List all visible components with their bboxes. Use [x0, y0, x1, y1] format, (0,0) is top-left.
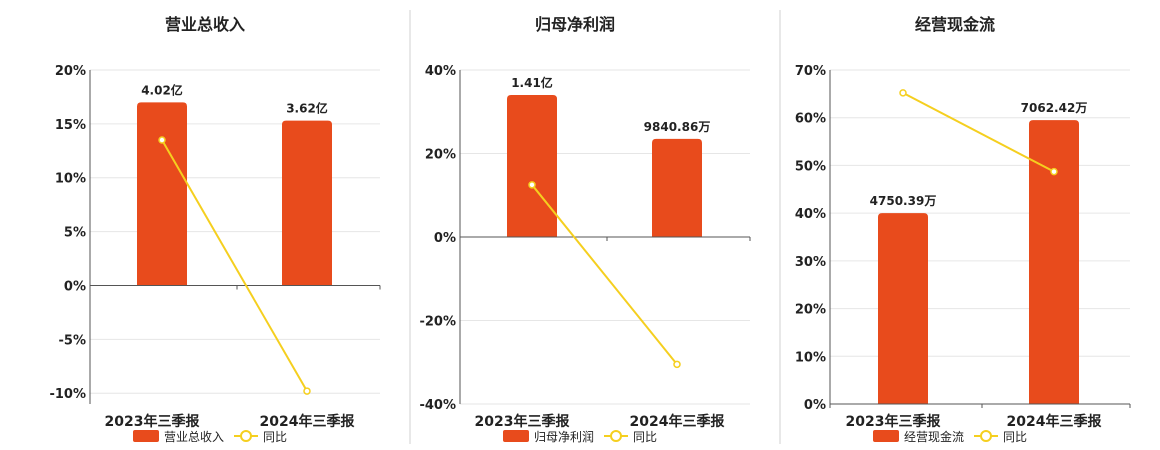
- chart-title: 营业总收入: [165, 15, 245, 34]
- legend-line-marker: [240, 430, 252, 442]
- legend-bar-label: 归母净利润: [534, 430, 594, 444]
- bar-value-label: 3.62亿: [286, 101, 328, 116]
- bar-1: [878, 213, 928, 404]
- legend-bar-swatch: [503, 430, 529, 442]
- legend-line-label: 同比: [1003, 430, 1027, 444]
- bar-2: [282, 120, 332, 286]
- legend-bar-label: 经营现金流: [904, 429, 964, 444]
- x-category-label: 2023年三季报: [475, 413, 570, 430]
- x-category-label: 2024年三季报: [260, 413, 355, 430]
- bar-value-label: 9840.86万: [644, 120, 711, 134]
- yoy-point-1: [528, 181, 536, 189]
- yoy-line: [161, 139, 308, 392]
- bar-value-label: 4750.39万: [870, 194, 937, 208]
- x-category-label: 2023年三季报: [105, 413, 200, 430]
- y-tick-label: 20%: [55, 64, 86, 79]
- bar-1: [507, 95, 557, 237]
- yoy-point-2: [673, 360, 681, 369]
- yoy-point-1: [158, 136, 166, 144]
- chart-title: 经营现金流: [915, 15, 995, 34]
- bar-value-label: 7062.42万: [1021, 101, 1088, 115]
- yoy-point-1: [899, 89, 907, 97]
- y-tick-label: 0%: [804, 398, 826, 413]
- legend-bar-swatch: [133, 430, 159, 442]
- chart-panel-3: 经营现金流 70% 60% 50% 40% 30% 20% 10% 0% 4750.39万 7062…: [795, 15, 1131, 444]
- y-tick-label: 10%: [55, 172, 86, 187]
- yoy-line: [531, 184, 678, 365]
- y-tick-label: 30%: [795, 255, 826, 270]
- yoy-point-2: [303, 387, 311, 395]
- bar-2: [652, 138, 702, 237]
- y-tick-label: 20%: [795, 303, 826, 318]
- chart-title: 归母净利润: [535, 15, 615, 34]
- y-tick-label: 60%: [795, 112, 826, 127]
- y-tick-label: 0%: [64, 279, 86, 294]
- y-tick-label: 10%: [795, 350, 826, 365]
- bar-value-label: 4.02亿: [141, 82, 183, 97]
- chart-panel-2: 归母净利润 40% 20% 0% -20% -40% 1.41亿 9840.86万 2023年三…: [419, 15, 751, 444]
- legend-line-marker: [610, 430, 622, 442]
- y-tick-label: 40%: [795, 207, 826, 222]
- legend-bar-swatch: [873, 430, 899, 442]
- y-tick-label: 20%: [425, 148, 456, 163]
- y-tick-label: 50%: [795, 159, 826, 174]
- y-tick-label: 40%: [425, 64, 456, 79]
- chart-panel-1: 营业总收入 20% 15% 10% 5% 0% -5% -10% 4.02亿 3.62亿 2023年…: [49, 15, 381, 444]
- y-tick-label: 15%: [55, 118, 86, 133]
- y-tick-label: 70%: [795, 64, 826, 79]
- yoy-line: [902, 92, 1055, 173]
- y-tick-label: 5%: [64, 226, 86, 241]
- yoy-point-2: [1050, 167, 1058, 176]
- legend-line-label: 同比: [633, 430, 657, 444]
- legend-line-marker: [980, 430, 992, 442]
- x-category-label: 2023年三季报: [846, 413, 941, 430]
- y-tick-label: -40%: [419, 398, 456, 413]
- legend-bar-label: 营业总收入: [164, 430, 224, 444]
- bar-1: [137, 102, 187, 286]
- x-category-label: 2024年三季报: [630, 413, 725, 430]
- y-tick-label: -10%: [49, 387, 86, 402]
- y-tick-label: 0%: [434, 231, 456, 246]
- bar-value-label: 1.41亿: [511, 75, 553, 90]
- y-tick-label: -20%: [419, 315, 456, 330]
- bar-2: [1029, 120, 1079, 404]
- y-tick-label: -5%: [59, 333, 86, 348]
- legend-line-label: 同比: [263, 430, 287, 444]
- x-category-label: 2024年三季报: [1007, 413, 1102, 430]
